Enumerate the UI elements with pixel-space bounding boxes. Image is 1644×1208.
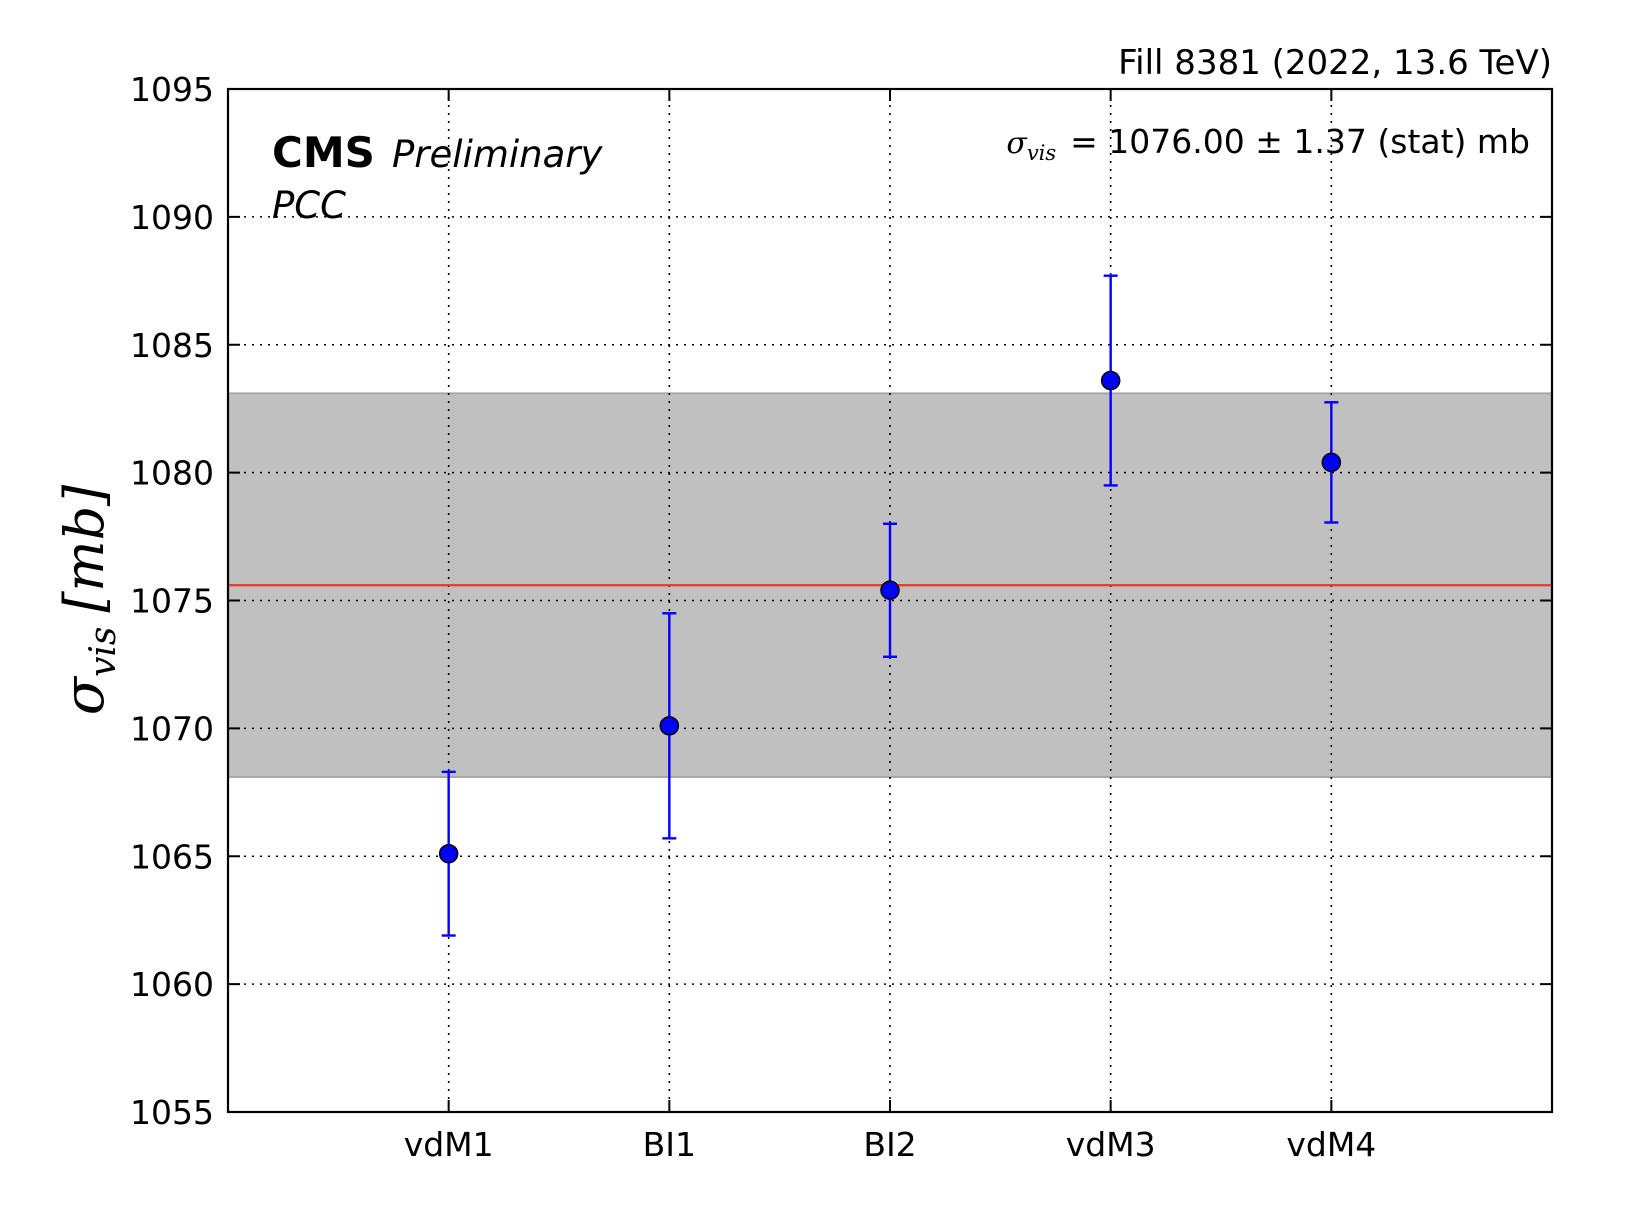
data-point [1321,452,1342,473]
y-tick-label: 1065 [130,837,214,876]
data-point [880,580,900,601]
y-tick-label: 1055 [130,1093,214,1132]
y-tick-label: 1085 [130,326,214,365]
x-tick-label: BI1 [643,1125,696,1164]
data-point-group [659,612,680,840]
ylabel-symbol: σ [52,675,117,715]
data-point-group [1321,401,1342,524]
x-tick-label: vdM3 [1066,1125,1156,1164]
cms-label: CMS [272,128,375,177]
annotation-symbol: σ [1006,126,1028,161]
sigma-annotation: σvis = 1076.00 ± 1.37 (stat) mb [1006,122,1530,165]
y-tick-label: 1090 [130,198,214,237]
data-point-group [1100,274,1121,487]
ylabel-subscript: vis [83,627,124,677]
fill-label: Fill 8381 (2022, 13.6 TeV) [1118,43,1552,83]
preliminary-label: Preliminary [392,133,604,176]
data-point [1100,370,1121,391]
data-points-layer [438,274,1342,937]
y-tick-label: 1070 [130,709,214,748]
data-point [659,716,680,736]
x-tick-label: BI2 [863,1125,916,1164]
y-tick-label: 1095 [130,70,214,109]
ylabel-unit: [mb] [53,484,116,613]
y-axis-label: σvis [mb] [52,484,124,715]
annotation-text: = 1076.00 ± 1.37 (stat) mb [1070,122,1530,161]
y-tick-label: 1060 [130,965,214,1004]
x-tick-label: vdM1 [404,1125,494,1164]
y-tick-label: 1080 [130,454,214,493]
data-point-group [438,770,459,937]
x-tick-label: vdM4 [1286,1125,1376,1164]
annotation-subscript: vis [1027,141,1057,165]
y-tick-label: 1075 [130,582,214,621]
ticks-layer: 1055 1060 1065 1070 1075 1080 1085 1090 1095 vdM1… [130,70,1552,1164]
data-point-group [880,522,900,658]
pcc-label: PCC [272,184,346,227]
data-point [438,843,459,864]
